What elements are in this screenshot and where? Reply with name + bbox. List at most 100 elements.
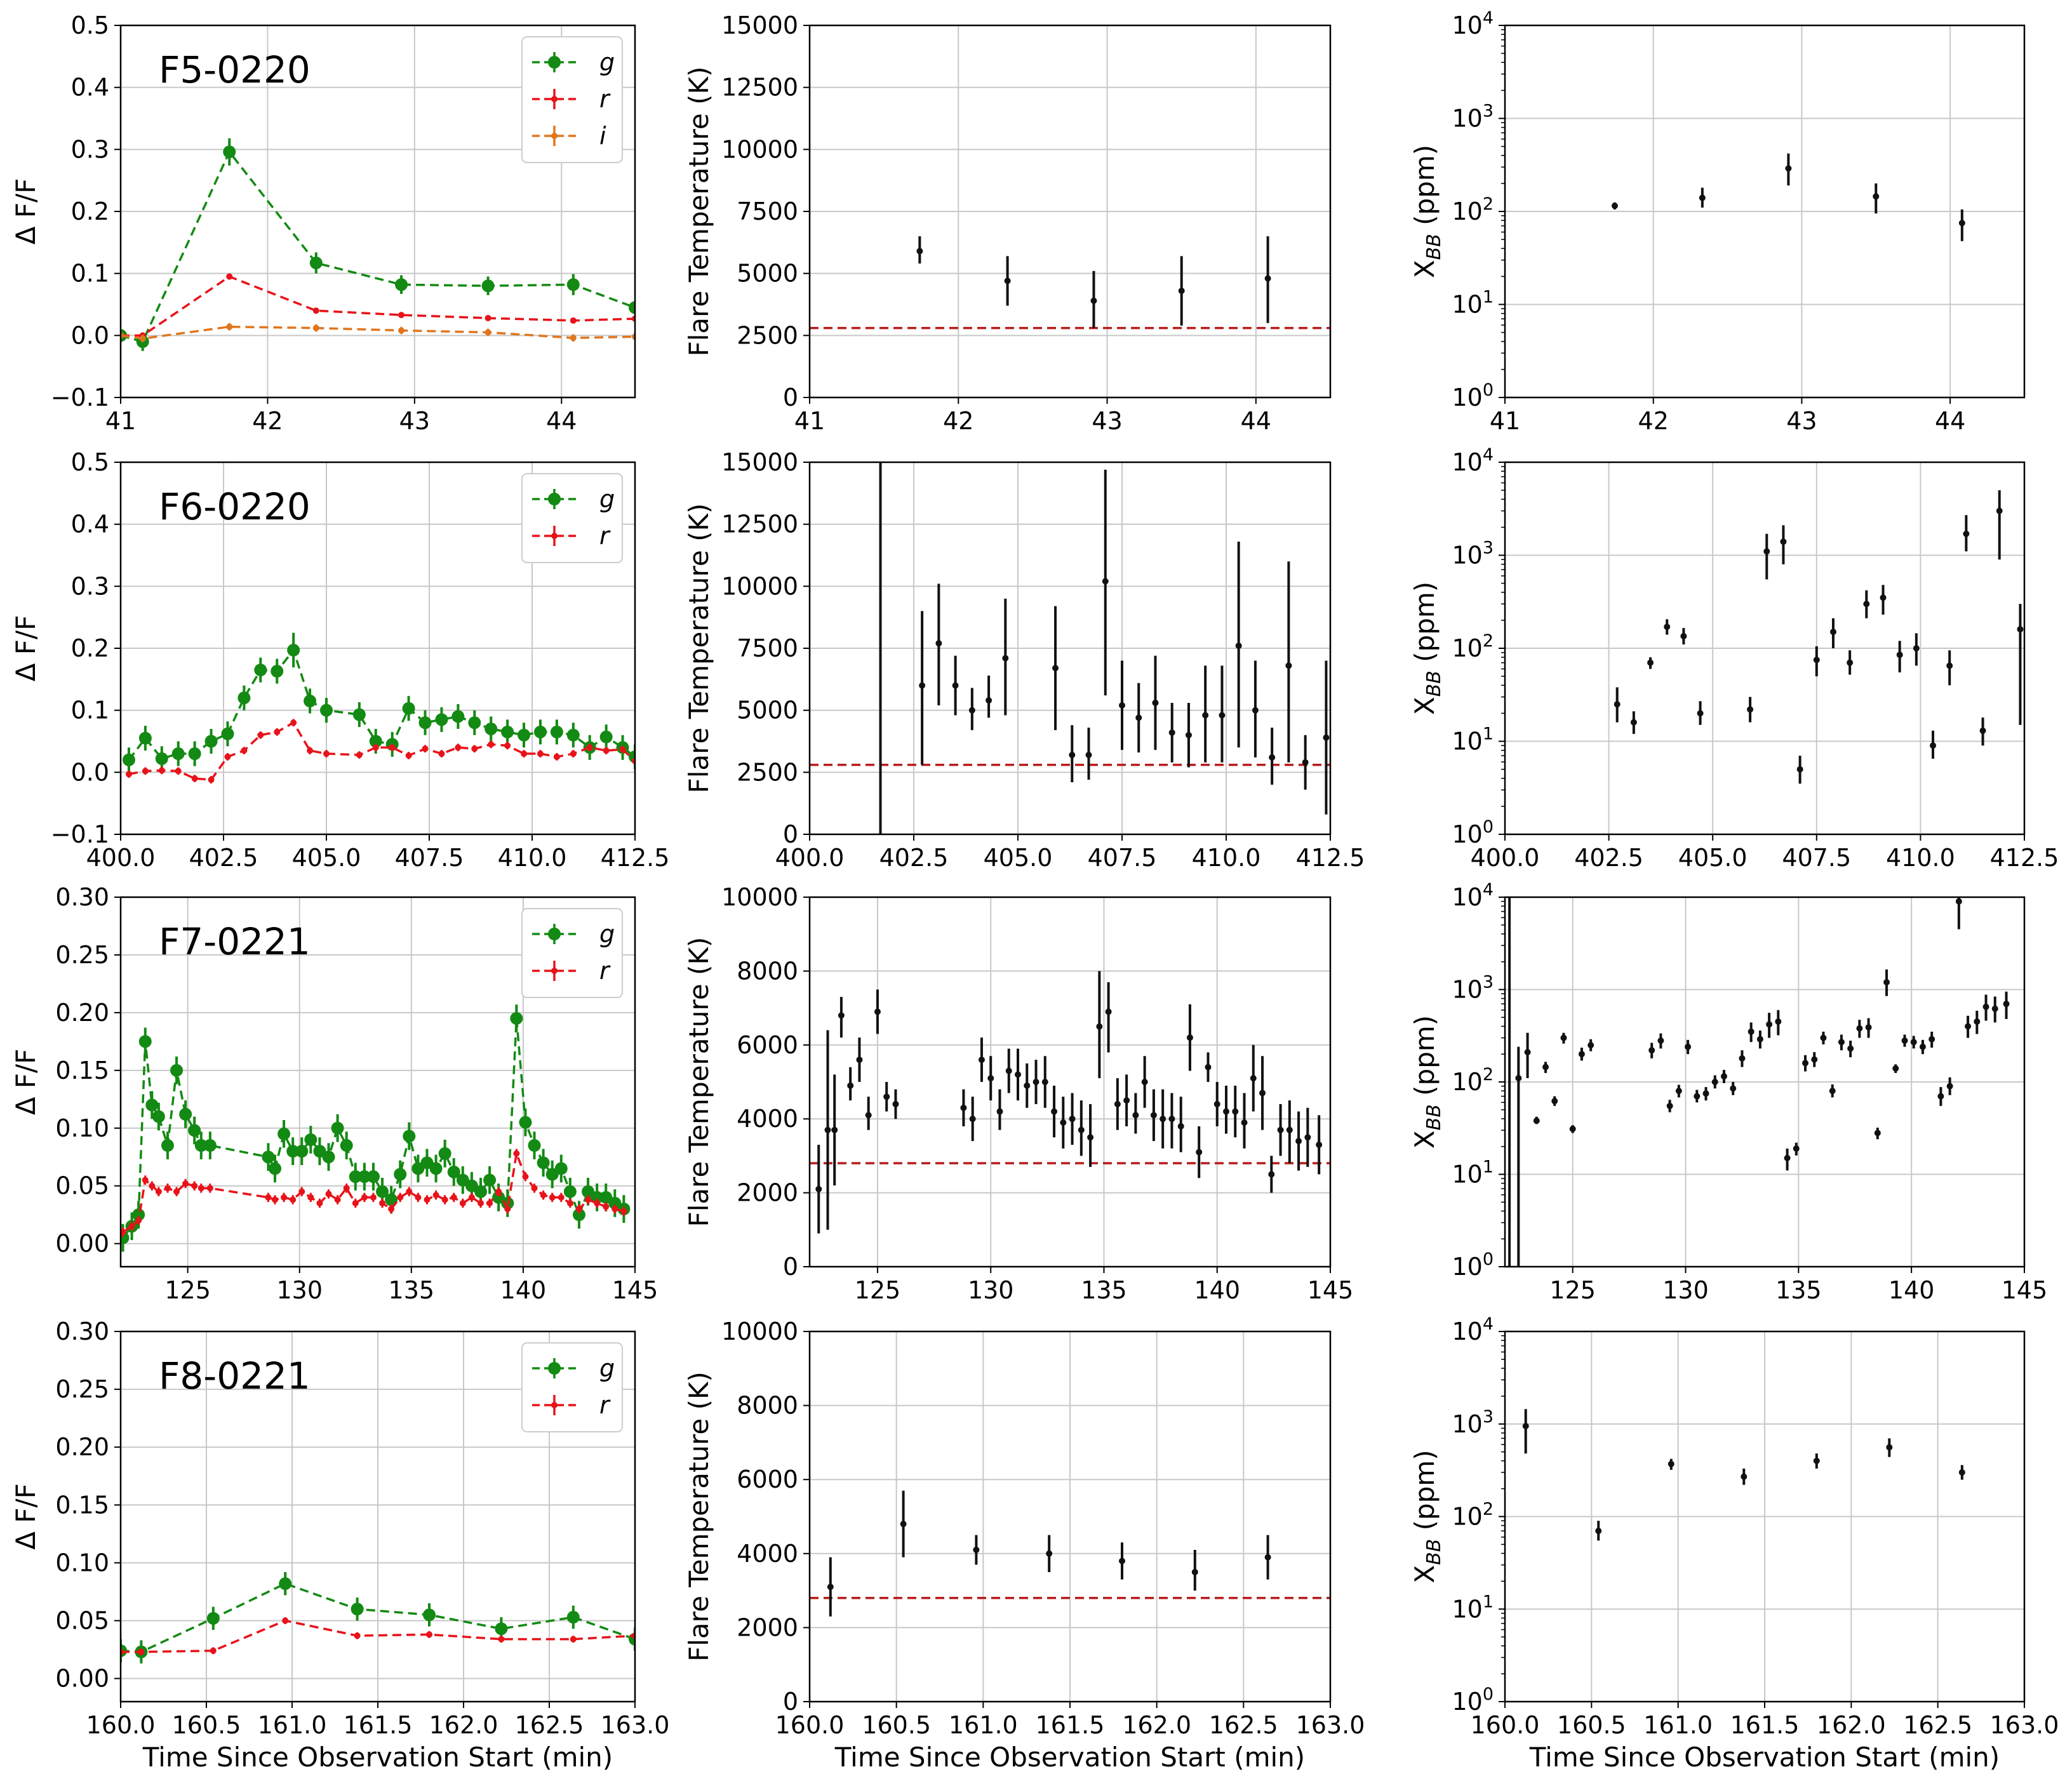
flux-ytick-label: 0.3 bbox=[71, 135, 109, 163]
point-g bbox=[138, 731, 152, 745]
point-g bbox=[369, 735, 382, 748]
xbb-frame bbox=[1504, 1330, 2026, 1703]
point-g bbox=[331, 1121, 344, 1135]
xbb-y-label: XBB (ppm) bbox=[1409, 1450, 1445, 1583]
legend-box bbox=[521, 473, 623, 563]
xbb-point bbox=[1748, 1028, 1755, 1035]
temp-point bbox=[1002, 655, 1009, 662]
point-r bbox=[513, 1150, 520, 1157]
point-r bbox=[298, 1188, 305, 1195]
point-g bbox=[429, 1162, 443, 1175]
xbb-point bbox=[1578, 1051, 1585, 1058]
flux-ytick-label: 0.10 bbox=[55, 1549, 109, 1577]
temp-points-group bbox=[810, 462, 1330, 834]
point-r bbox=[343, 1185, 350, 1192]
row-F8-0221: 0.00 0.05 0.10 0.15 0.20 0.25 0.30 160.0 160.5 16… bbox=[10, 1314, 2059, 1773]
point-g bbox=[188, 747, 201, 761]
legend-box bbox=[521, 908, 623, 998]
temp-ytick-label: 5000 bbox=[737, 260, 798, 288]
point-g bbox=[171, 747, 185, 761]
point-r bbox=[158, 767, 165, 774]
xbb-point bbox=[1680, 632, 1687, 639]
point-g bbox=[194, 1139, 208, 1152]
point-g bbox=[122, 753, 135, 766]
xbb-points-group bbox=[1614, 490, 2024, 784]
point-g bbox=[423, 1608, 436, 1622]
xbb-xtick-label: 162.0 bbox=[1817, 1711, 1886, 1739]
temp-y-label: Flare Temperature (K) bbox=[683, 504, 714, 794]
flux-ytick-label: 0.00 bbox=[55, 1230, 109, 1258]
xbb-point bbox=[1533, 1117, 1540, 1124]
point-r bbox=[224, 753, 231, 760]
temp-point bbox=[1114, 1100, 1121, 1107]
xbb-point bbox=[1910, 1039, 1917, 1046]
temp-points-group bbox=[810, 1490, 1330, 1617]
point-r bbox=[498, 1636, 505, 1643]
point-g bbox=[501, 725, 514, 738]
xbb-point bbox=[1946, 1083, 1953, 1090]
legend-marker-r bbox=[551, 968, 558, 974]
temp-ytick-label: 7500 bbox=[737, 634, 798, 662]
xbb-point bbox=[1974, 1018, 1981, 1025]
point-g bbox=[277, 1127, 291, 1140]
point-r bbox=[619, 746, 626, 753]
temp-xtick-label: 160.5 bbox=[862, 1711, 931, 1739]
legend-marker-r bbox=[551, 533, 558, 539]
temp-xtick-label: 125 bbox=[855, 1276, 901, 1304]
temp-point bbox=[916, 248, 923, 255]
point-r bbox=[290, 719, 297, 726]
temp-xtick-label: 43 bbox=[1092, 407, 1122, 435]
xbb-xtick-label: 160.0 bbox=[1471, 1711, 1540, 1739]
temp-frame bbox=[808, 1330, 1332, 1703]
temp-ytick-label: 10000 bbox=[721, 1317, 798, 1345]
point-r bbox=[504, 742, 511, 749]
row-F6-0220: −0.1 0.0 0.1 0.2 0.3 0.4 0.5 400.0 402.5 405.0 407… bbox=[10, 445, 2059, 872]
xbb-frame bbox=[1504, 896, 2026, 1268]
xbb-ytick-label: 103 bbox=[1452, 538, 1494, 570]
temp-point bbox=[1268, 1171, 1275, 1178]
temp-point bbox=[1046, 1550, 1053, 1557]
point-g bbox=[366, 1170, 380, 1184]
point-g bbox=[204, 735, 218, 748]
point-r bbox=[316, 1199, 323, 1206]
point-g bbox=[566, 728, 580, 742]
point-r bbox=[388, 1206, 395, 1213]
row-F5-0220: −0.1 0.0 0.1 0.2 0.3 0.4 0.5 41 42 43 44 Δ F/F F5-02… bbox=[10, 8, 2026, 435]
flux-ytick-label: −0.1 bbox=[51, 384, 109, 411]
point-r bbox=[468, 1194, 475, 1201]
flux-ytick-label: 0.0 bbox=[71, 321, 109, 349]
temp-ytick-label: 12500 bbox=[721, 510, 798, 538]
xbb-point bbox=[1668, 1460, 1674, 1467]
temp-ytick-label: 15000 bbox=[721, 448, 798, 476]
xbb-xtick-label: 41 bbox=[1490, 407, 1520, 435]
point-g bbox=[352, 708, 366, 721]
temp-points-group bbox=[810, 971, 1330, 1234]
xbb-point bbox=[1892, 1065, 1899, 1072]
legend-label-g: g bbox=[599, 485, 615, 513]
point-r bbox=[531, 1185, 538, 1192]
xbb-point bbox=[1657, 1037, 1664, 1044]
point-r bbox=[226, 273, 233, 280]
xbb-point bbox=[1747, 706, 1754, 713]
temp-point bbox=[1185, 731, 1192, 738]
point-g bbox=[518, 728, 531, 742]
point-r bbox=[540, 1192, 547, 1199]
xbb-point bbox=[1766, 1021, 1773, 1028]
xbb-ytick-label: 101 bbox=[1452, 1592, 1494, 1623]
temp-xtick-label: 412.5 bbox=[1296, 844, 1365, 872]
temp-xtick-label: 161.5 bbox=[1036, 1711, 1105, 1739]
xbb-point bbox=[1756, 1036, 1763, 1043]
temp-point bbox=[1168, 1116, 1175, 1123]
flux-xtick-label: 43 bbox=[399, 407, 430, 435]
xbb-panel: 100 101 102 103 104 41 42 43 44 XBB (ppm) bbox=[1409, 8, 2026, 435]
temp-ytick-label: 12500 bbox=[721, 74, 798, 102]
xbb-point bbox=[1793, 1145, 1800, 1152]
point-r bbox=[612, 1206, 618, 1213]
xbb-point bbox=[1802, 1060, 1809, 1067]
xbb-point bbox=[1979, 727, 1986, 734]
xbb-point bbox=[1702, 1090, 1709, 1097]
temp-point bbox=[1024, 1082, 1031, 1089]
xbb-point bbox=[1863, 601, 1870, 608]
flux-xtick-label: 400.0 bbox=[86, 844, 156, 872]
point-r bbox=[164, 1185, 171, 1192]
